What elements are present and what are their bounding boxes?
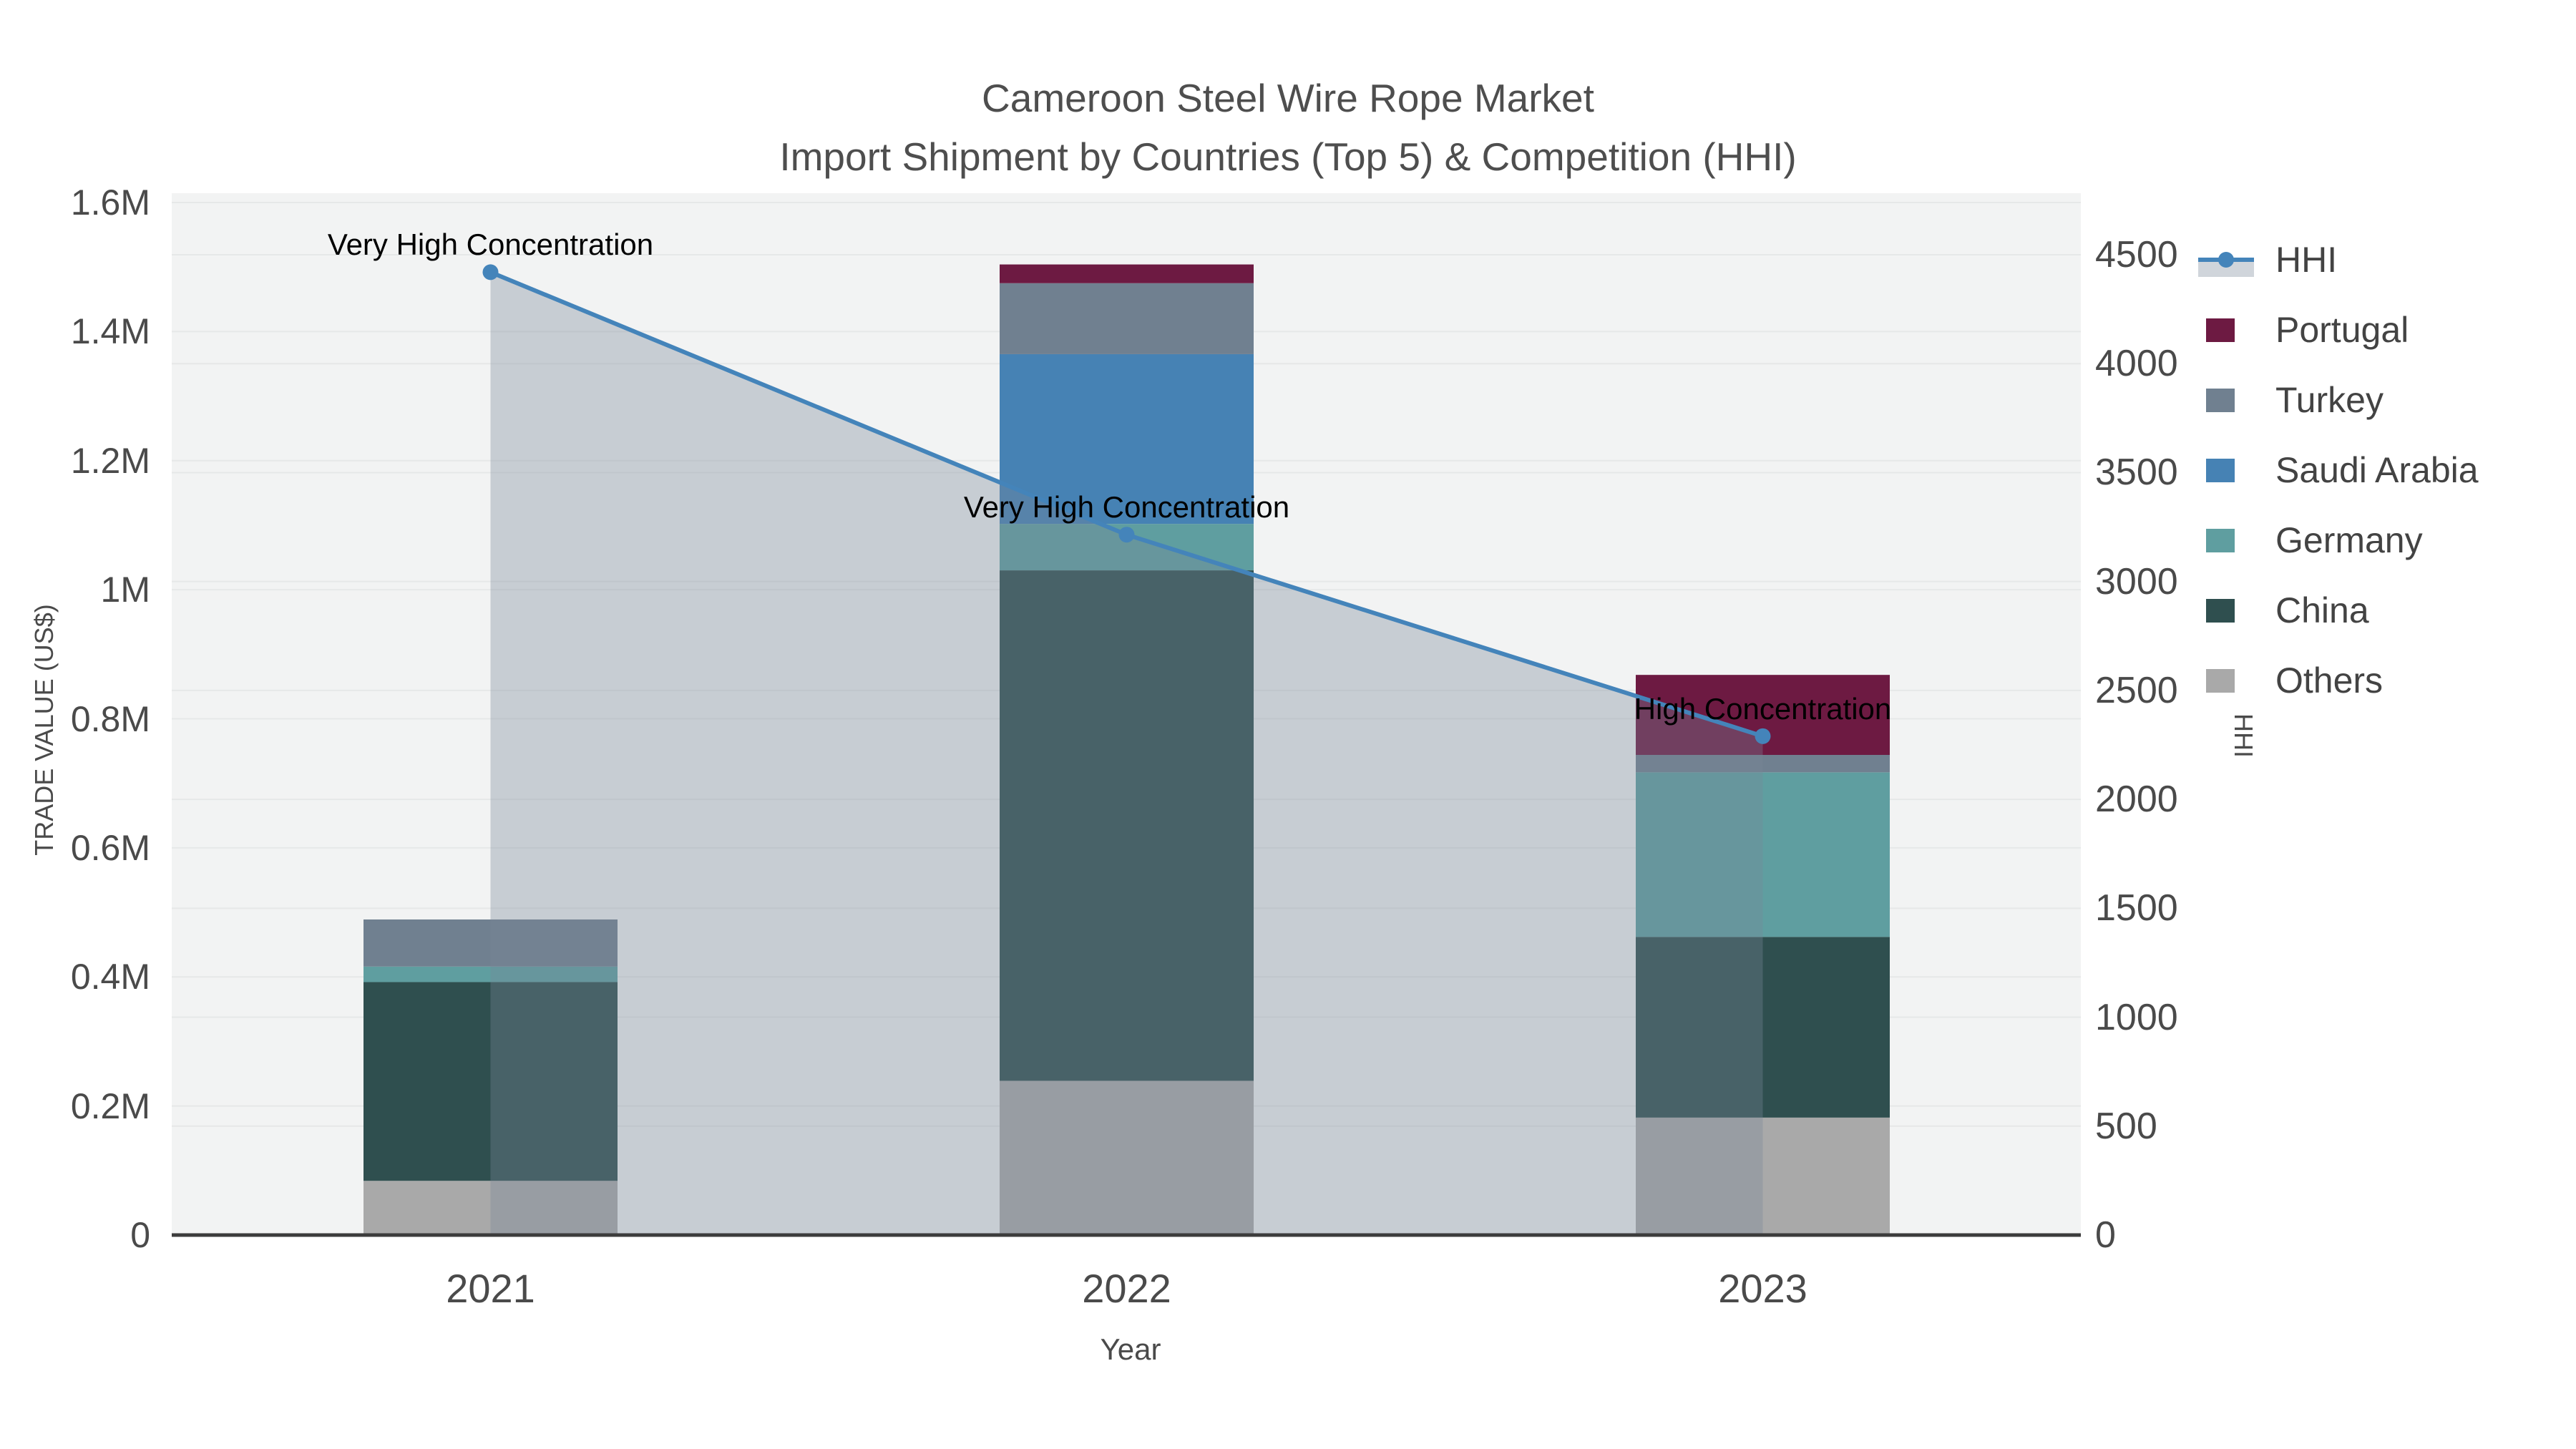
y-right-tick-3500: 3500	[2095, 452, 2178, 494]
stacked-bars	[364, 264, 1890, 1235]
y-right-tick-0: 0	[2095, 1214, 2116, 1256]
legend-swatch-icon	[2206, 458, 2235, 482]
legend-swatch-icon	[2206, 388, 2235, 412]
bar-segment-2022-china[interactable]	[1000, 570, 1254, 1081]
legend-swatch-icon	[2206, 528, 2235, 552]
y-right-tick-1000: 1000	[2095, 996, 2178, 1038]
y-left-tick-0.6M: 0.6M	[70, 827, 150, 868]
y-left-tick-1.2M: 1.2M	[70, 440, 150, 481]
y-left-tick-0.4M: 0.4M	[70, 957, 150, 997]
legend-label: Turkey	[2275, 380, 2384, 420]
legend-label: HHI	[2275, 240, 2338, 280]
hhi-marker-2021[interactable]	[482, 264, 499, 280]
legend-label: Saudi Arabia	[2275, 450, 2479, 490]
legend-item-germany[interactable]: Germany	[2198, 505, 2423, 575]
bar-segment-2023-china[interactable]	[1636, 937, 1890, 1118]
y-right-tick-4500: 4500	[2095, 234, 2178, 275]
annotation-2021: Very High Concentration	[327, 228, 654, 262]
legend-item-turkey[interactable]: Turkey	[2198, 365, 2384, 435]
bar-segment-2021-china[interactable]	[364, 982, 618, 1181]
x-tick-2023: 2023	[1718, 1266, 1807, 1311]
hhi-legend-sample-icon	[2198, 225, 2254, 295]
legend-item-portugal[interactable]: Portugal	[2198, 295, 2409, 365]
y-right-tick-2000: 2000	[2095, 779, 2178, 821]
y-left-tick-1M: 1M	[100, 570, 150, 610]
hhi-marker-2022[interactable]	[1118, 527, 1135, 543]
bar-segment-2021-others[interactable]	[364, 1181, 618, 1235]
y-axis-right-title: HHI	[2229, 713, 2258, 758]
legend-item-hhi[interactable]: HHI	[2198, 225, 2337, 295]
bar-segment-2023-others[interactable]	[1636, 1117, 1890, 1235]
bar-segment-2023-germany[interactable]	[1636, 772, 1890, 937]
chart-title-line1: Cameroon Steel Wire Rope Market	[982, 76, 1594, 120]
legend-item-others[interactable]: Others	[2198, 645, 2383, 716]
y-right-tick-500: 500	[2095, 1105, 2157, 1147]
y-axis-left-title: TRADE VALUE (US$)	[29, 604, 59, 856]
legend-swatch-icon	[2206, 318, 2235, 342]
y-right-tick-1500: 1500	[2095, 887, 2178, 930]
y-right-tick-2500: 2500	[2095, 669, 2178, 711]
bar-segment-2021-turkey[interactable]	[364, 919, 618, 967]
legend-item-saudi-arabia[interactable]: Saudi Arabia	[2198, 435, 2479, 505]
hhi-area-fill	[490, 272, 1763, 1235]
hhi-marker-2023[interactable]	[1755, 728, 1771, 744]
legend-swatch-icon	[2206, 668, 2235, 693]
bar-segment-2021-germany[interactable]	[364, 966, 618, 982]
x-tick-2021: 2021	[446, 1266, 535, 1311]
bar-segment-2022-others[interactable]	[1000, 1080, 1254, 1235]
y-left-tick-1.4M: 1.4M	[70, 311, 150, 352]
chart-title-line2: Import Shipment by Countries (Top 5) & C…	[779, 135, 1797, 179]
bar-segment-2022-turkey[interactable]	[1000, 283, 1254, 354]
bar-segment-2022-portugal[interactable]	[1000, 264, 1254, 283]
legend-item-china[interactable]: China	[2198, 575, 2369, 645]
legend-label: China	[2275, 590, 2369, 630]
x-axis-title: Year	[1100, 1332, 1161, 1366]
legend-swatch-icon	[2206, 598, 2235, 623]
y-left-tick-0.2M: 0.2M	[70, 1085, 150, 1126]
legend-label: Portugal	[2275, 310, 2409, 350]
annotation-2023: High Concentration	[1634, 691, 1892, 726]
y-left-tick-1.6M: 1.6M	[70, 182, 150, 223]
y-right-tick-3000: 3000	[2095, 560, 2178, 602]
annotation-2022: Very High Concentration	[963, 490, 1290, 525]
x-tick-2022: 2022	[1082, 1266, 1171, 1311]
bar-segment-2023-turkey[interactable]	[1636, 755, 1890, 773]
bar-segment-2022-saudi-arabia[interactable]	[1000, 353, 1254, 525]
y-right-tick-4000: 4000	[2095, 343, 2178, 385]
y-left-tick-0: 0	[130, 1215, 150, 1255]
chart-title: Cameroon Steel Wire Rope Market Import S…	[0, 69, 2576, 186]
legend-label: Germany	[2275, 520, 2423, 560]
y-left-tick-0.8M: 0.8M	[70, 698, 150, 739]
legend-label: Others	[2275, 660, 2384, 701]
